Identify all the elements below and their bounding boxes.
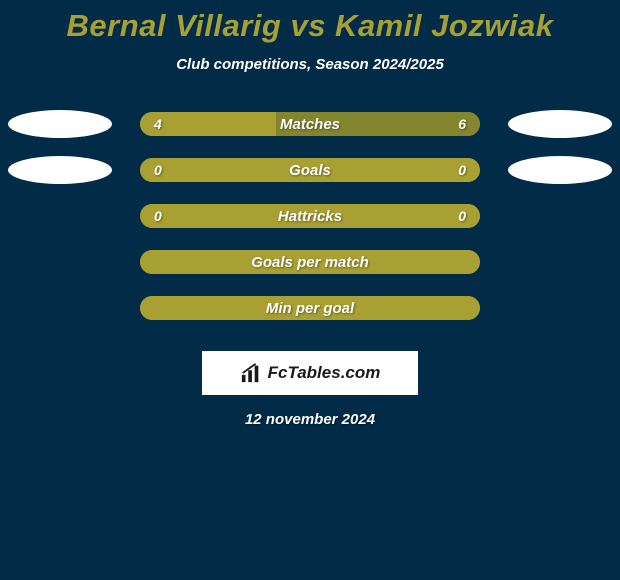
brand-box: FcTables.com	[202, 351, 418, 395]
stat-bar: 4 6 Matches	[140, 112, 480, 136]
stat-row: 4 6 Matches	[0, 101, 620, 147]
stat-bar: 0 0 Goals	[140, 158, 480, 182]
team-logo-left	[8, 156, 112, 184]
team-logo-right	[508, 156, 612, 184]
stats-section: 4 6 Matches 0 0 Goals 0 0 Hattricks Goals per mat…	[0, 101, 620, 331]
stat-label: Goals	[289, 162, 331, 179]
team-logo-left	[8, 110, 112, 138]
page-title: Bernal Villarig vs Kamil Jozwiak	[0, 8, 620, 44]
stat-row: Goals per match	[0, 239, 620, 285]
team-logo-right	[508, 110, 612, 138]
stat-bar-right-seg	[310, 158, 480, 182]
stat-value-left: 0	[154, 208, 162, 224]
stat-bar: Goals per match	[140, 250, 480, 274]
stat-row: Min per goal	[0, 285, 620, 331]
page-subtitle: Club competitions, Season 2024/2025	[0, 56, 620, 73]
stat-label: Hattricks	[278, 208, 342, 225]
stat-value-left: 4	[154, 116, 162, 132]
chart-bars-icon	[240, 362, 262, 384]
stat-label: Goals per match	[251, 254, 369, 271]
stat-bar: Min per goal	[140, 296, 480, 320]
stat-label: Min per goal	[266, 300, 354, 317]
stat-value-right: 6	[458, 116, 466, 132]
stat-row: 0 0 Hattricks	[0, 193, 620, 239]
stat-value-left: 0	[154, 162, 162, 178]
stat-value-right: 0	[458, 162, 466, 178]
comparison-container: Bernal Villarig vs Kamil Jozwiak Club co…	[0, 0, 620, 580]
footer-date: 12 november 2024	[0, 411, 620, 428]
stat-value-right: 0	[458, 208, 466, 224]
stat-label: Matches	[280, 116, 340, 133]
stat-bar: 0 0 Hattricks	[140, 204, 480, 228]
stat-bar-left-seg	[140, 158, 310, 182]
brand-text: FcTables.com	[268, 363, 381, 383]
stat-row: 0 0 Goals	[0, 147, 620, 193]
